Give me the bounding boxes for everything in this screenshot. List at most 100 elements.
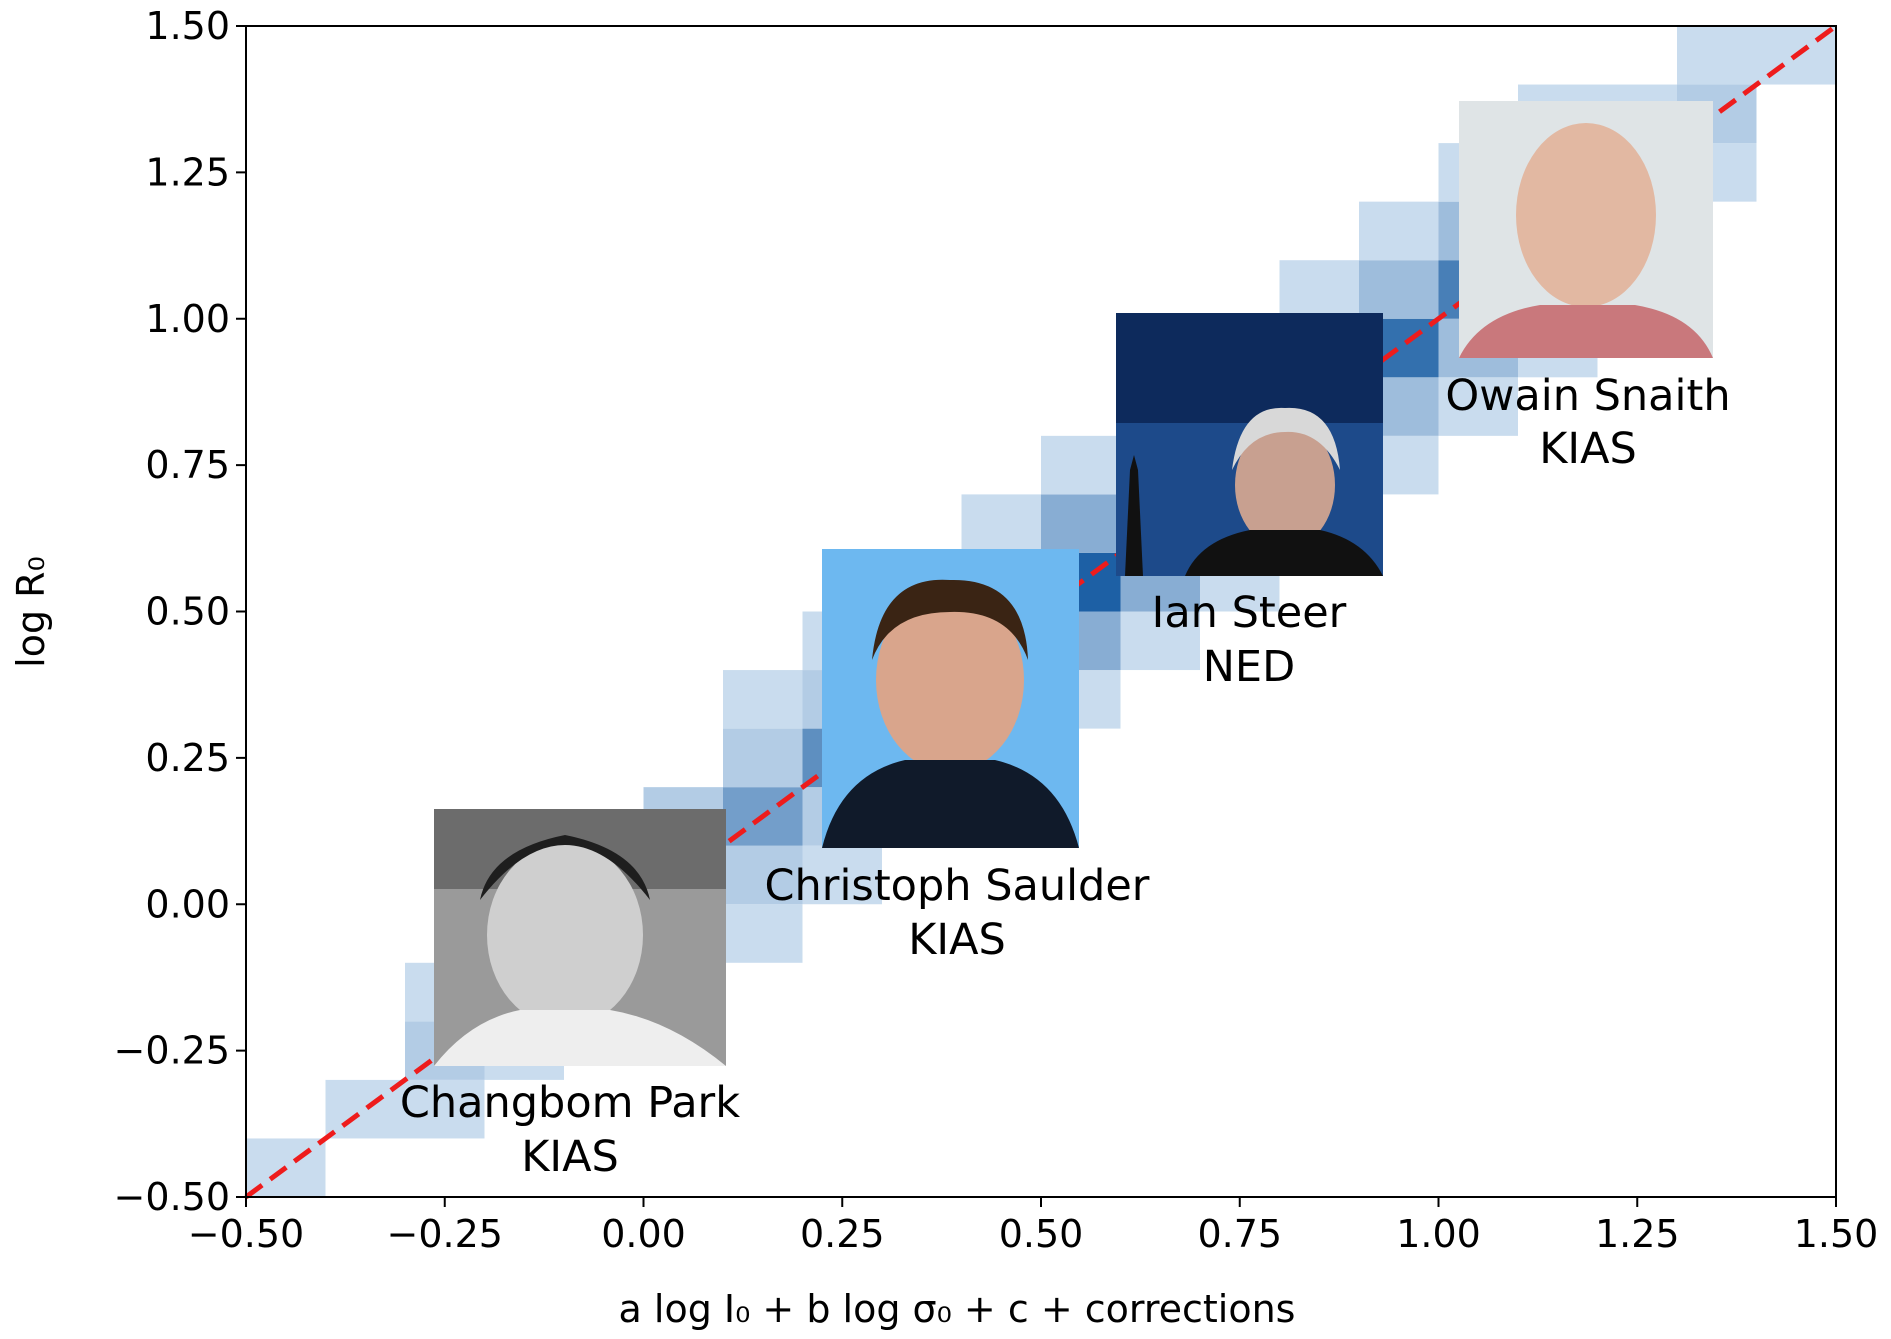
- heatmap-cell: [802, 845, 882, 905]
- heatmap-cell: [405, 202, 485, 261]
- heatmap-cell: [962, 143, 1042, 202]
- heatmap-cell: [1359, 612, 1439, 671]
- y-axis-label: log R₀: [9, 556, 53, 668]
- heatmap-cell: [1757, 319, 1837, 378]
- heatmap-cell: [1200, 846, 1280, 905]
- heatmap-cell: [1757, 904, 1837, 963]
- hair: [872, 579, 1028, 660]
- heatmap-cell: [326, 787, 406, 846]
- heatmap-cell: [644, 553, 724, 612]
- heatmap-cell: [882, 85, 962, 144]
- heatmap-cell: [1518, 612, 1598, 671]
- heatmap-cell: [1757, 612, 1837, 671]
- annotation: Christoph Saulder KIAS: [765, 861, 1150, 965]
- y-tick-label: 1.00: [145, 297, 230, 341]
- heatmap-cell: [1757, 963, 1837, 1022]
- heatmap-cell: [1280, 787, 1360, 846]
- heatmap-cell: [1677, 612, 1757, 671]
- heatmap-cell: [1518, 787, 1598, 846]
- heatmap-cell: [723, 963, 803, 1022]
- heatmap-cell: [1041, 1021, 1121, 1080]
- heatmap-cell: [1439, 904, 1519, 963]
- heatmap-cell: [1677, 904, 1757, 963]
- x-tick-label: 0.50: [999, 1212, 1084, 1256]
- heatmap-cell: [644, 612, 724, 671]
- heatmap-cell: [326, 1138, 406, 1197]
- heatmap-cell: [723, 85, 803, 144]
- x-tick-label: 0.25: [800, 1212, 885, 1256]
- heatmap-cell: [246, 904, 326, 963]
- y-tick-label: 0.75: [145, 443, 230, 487]
- heatmap-cell: [723, 904, 803, 963]
- heatmap-cell: [246, 260, 326, 319]
- heatmap-cell: [1121, 260, 1201, 319]
- heatmap-cell: [1121, 729, 1201, 788]
- annotation-affiliation: KIAS: [1539, 424, 1637, 474]
- heatmap-cell: [1041, 319, 1121, 378]
- annotation-affiliation: KIAS: [908, 915, 1006, 965]
- heatmap-cell: [1359, 787, 1439, 846]
- heatmap-cell: [1598, 670, 1678, 729]
- photo: [434, 809, 726, 1066]
- heatmap-cell: [644, 494, 724, 553]
- annotation-name: Christoph Saulder: [765, 861, 1150, 911]
- heatmap-cell: [405, 729, 485, 788]
- heatmap-cell: [246, 319, 326, 378]
- heatmap-cell: [1439, 553, 1519, 612]
- heatmap-cell: [1200, 1021, 1280, 1080]
- heatmap-cell: [961, 494, 1041, 553]
- heatmap-cell: [326, 143, 406, 202]
- heatmap-cell: [246, 143, 326, 202]
- heatmap-cell: [1439, 26, 1519, 85]
- heatmap-cell: [1280, 846, 1360, 905]
- heatmap-cell: [1041, 494, 1121, 553]
- hair: [480, 835, 650, 900]
- jacket: [1185, 530, 1383, 576]
- heatmap-cell: [1359, 846, 1439, 905]
- heatmap-cell: [405, 377, 485, 436]
- heatmap-cell: [485, 319, 565, 378]
- heatmap-cell: [1757, 377, 1837, 436]
- heatmap-cell: [1677, 553, 1757, 612]
- heatmap-cell: [326, 436, 406, 495]
- heatmap-cell: [1280, 1138, 1360, 1197]
- heatmap-cell: [962, 1080, 1042, 1139]
- heatmap-cell: [1041, 26, 1121, 85]
- y-tick-label: 0.25: [145, 736, 230, 780]
- heatmap-cell: [644, 1138, 724, 1197]
- heatmap-cell: [1757, 1138, 1837, 1197]
- heatmap-cell: [1677, 963, 1757, 1022]
- heatmap-cell: [1041, 1138, 1121, 1197]
- heatmap-cell: [1598, 612, 1678, 671]
- heatmap-cell: [1200, 260, 1280, 319]
- heatmap-cell: [1598, 787, 1678, 846]
- heatmap-cell: [1757, 202, 1837, 261]
- heatmap-cell: [1041, 260, 1121, 319]
- annotation: Owain Snaith KIAS: [1445, 371, 1730, 474]
- heatmap-cell: [1359, 143, 1439, 202]
- annotation-name: Ian Steer: [1152, 588, 1347, 638]
- heatmap-cell: [1439, 670, 1519, 729]
- heatmap-cell: [1041, 963, 1121, 1022]
- heatmap-cell: [405, 1079, 485, 1139]
- heatmap-cell: [1757, 85, 1837, 144]
- annotation-name: Changbom Park: [400, 1078, 740, 1128]
- heatmap-cell: [1757, 846, 1837, 905]
- heatmap-cell: [1598, 26, 1678, 85]
- heatmap-cell: [246, 729, 326, 788]
- photo: [1116, 313, 1383, 576]
- heatmap-cell: [1518, 26, 1598, 85]
- heatmap-cell: [1518, 494, 1598, 553]
- heatmap-cell: [246, 26, 326, 85]
- heatmap-cell: [326, 553, 406, 612]
- heatmap-cell: [1677, 670, 1757, 729]
- heatmap-cell: [1598, 729, 1678, 788]
- heatmap-cell: [962, 1138, 1042, 1197]
- heatmap-cell: [564, 670, 644, 729]
- heatmap-cell: [1280, 85, 1360, 144]
- heatmap-cell: [1121, 1138, 1201, 1197]
- heatmap-cell: [485, 494, 565, 553]
- heatmap-cell: [1200, 787, 1280, 846]
- heatmap-cell: [1518, 963, 1598, 1022]
